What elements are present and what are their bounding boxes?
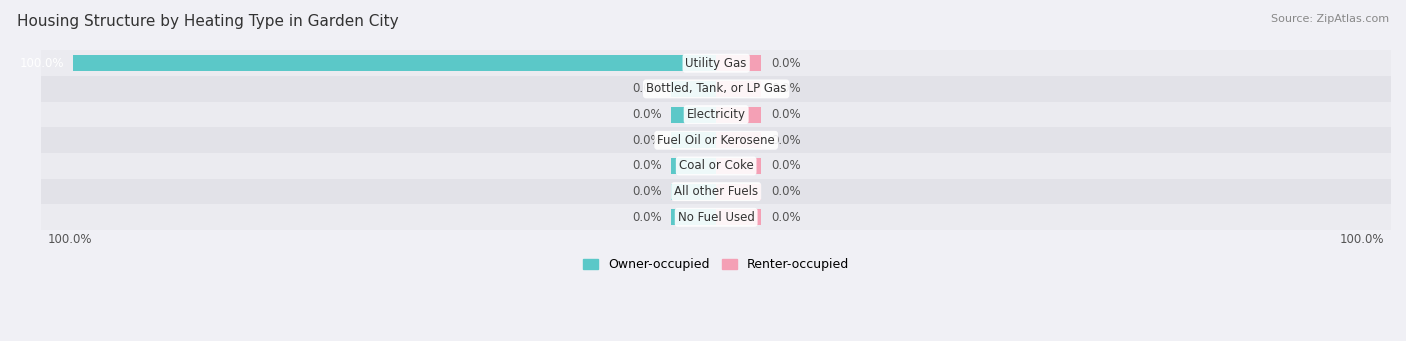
Text: 0.0%: 0.0% — [631, 83, 662, 95]
Bar — [41, 102, 1391, 128]
Text: Bottled, Tank, or LP Gas: Bottled, Tank, or LP Gas — [645, 83, 786, 95]
Bar — [671, 158, 716, 174]
Text: 0.0%: 0.0% — [770, 160, 800, 173]
Text: 100.0%: 100.0% — [48, 233, 93, 246]
Bar — [716, 107, 761, 122]
Text: Electricity: Electricity — [686, 108, 745, 121]
Bar — [41, 50, 1391, 76]
Text: Housing Structure by Heating Type in Garden City: Housing Structure by Heating Type in Gar… — [17, 14, 398, 29]
Bar — [716, 55, 761, 71]
Text: 0.0%: 0.0% — [770, 185, 800, 198]
Text: 0.0%: 0.0% — [770, 134, 800, 147]
Bar — [41, 179, 1391, 205]
Text: 0.0%: 0.0% — [631, 160, 662, 173]
Text: Fuel Oil or Kerosene: Fuel Oil or Kerosene — [657, 134, 775, 147]
Text: All other Fuels: All other Fuels — [673, 185, 758, 198]
Bar — [716, 81, 761, 97]
Bar — [671, 209, 716, 225]
Bar — [41, 76, 1391, 102]
Text: 0.0%: 0.0% — [770, 57, 800, 70]
Bar — [41, 153, 1391, 179]
Text: 0.0%: 0.0% — [770, 211, 800, 224]
Legend: Owner-occupied, Renter-occupied: Owner-occupied, Renter-occupied — [578, 253, 855, 276]
Bar — [671, 81, 716, 97]
Bar — [73, 55, 716, 71]
Text: 0.0%: 0.0% — [770, 108, 800, 121]
Bar — [41, 205, 1391, 230]
Text: Source: ZipAtlas.com: Source: ZipAtlas.com — [1271, 14, 1389, 24]
Bar — [716, 132, 761, 148]
Text: Coal or Coke: Coal or Coke — [679, 160, 754, 173]
Text: Utility Gas: Utility Gas — [686, 57, 747, 70]
Text: 0.0%: 0.0% — [770, 83, 800, 95]
Text: 0.0%: 0.0% — [631, 211, 662, 224]
Bar — [716, 158, 761, 174]
Bar — [671, 107, 716, 122]
Text: 100.0%: 100.0% — [20, 57, 63, 70]
Bar — [671, 132, 716, 148]
Text: No Fuel Used: No Fuel Used — [678, 211, 755, 224]
Text: 0.0%: 0.0% — [631, 108, 662, 121]
Text: 100.0%: 100.0% — [1340, 233, 1385, 246]
Bar — [716, 184, 761, 199]
Bar — [41, 128, 1391, 153]
Bar — [671, 184, 716, 199]
Text: 0.0%: 0.0% — [631, 134, 662, 147]
Bar — [716, 209, 761, 225]
Text: 0.0%: 0.0% — [631, 185, 662, 198]
